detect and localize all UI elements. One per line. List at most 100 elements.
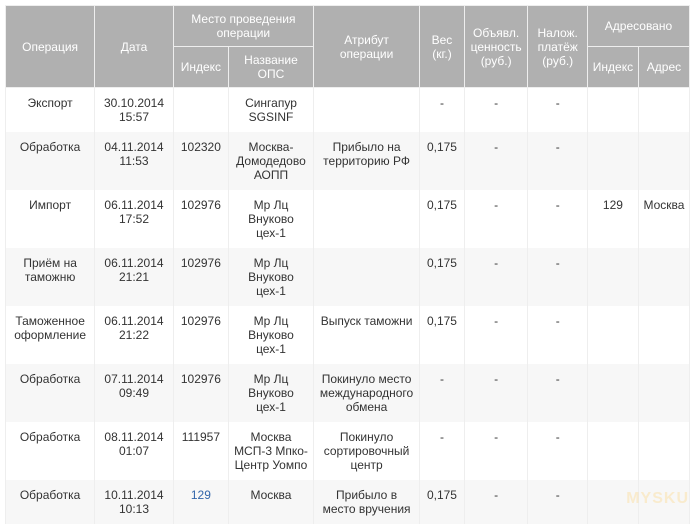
cell-operation: Обработка — [6, 364, 95, 422]
cell-ops: Сингапур SGSINF — [229, 88, 314, 133]
cell-ops: Москва МСП-3 Мпко-Центр Уомпо — [229, 422, 314, 480]
col-addressed-addr: Адрес — [638, 47, 689, 88]
cell-date: 06.11.2014 21:22 — [95, 306, 174, 364]
cell-date: 08.11.2014 01:07 — [95, 422, 174, 480]
col-declared: Объявл. ценность (руб.) — [464, 6, 528, 88]
table-header: Операция Дата Место проведения операции … — [6, 6, 690, 88]
cell-aaddr — [638, 306, 689, 364]
table-row: Экспорт30.10.2014 15:57Сингапур SGSINF--… — [6, 88, 690, 133]
cell-index: 102976 — [173, 364, 228, 422]
table-row: Обработка04.11.2014 11:53102320Москва-До… — [6, 132, 690, 190]
cell-ops: Москва-Домодедово АОПП — [229, 132, 314, 190]
cell-aaddr — [638, 480, 689, 524]
index-link[interactable]: 129 — [191, 488, 211, 502]
cell-cod: - — [528, 88, 587, 133]
cell-cod: - — [528, 132, 587, 190]
cell-cod: - — [528, 480, 587, 524]
col-weight: Вес (кг.) — [420, 6, 465, 88]
cell-ops: Мр Лц Внуково цех-1 — [229, 248, 314, 306]
cell-ops: Москва — [229, 480, 314, 524]
cell-attr — [313, 190, 419, 248]
cell-date: 06.11.2014 21:21 — [95, 248, 174, 306]
cell-cod: - — [528, 248, 587, 306]
cell-index: 111957 — [173, 422, 228, 480]
cell-ops: Мр Лц Внуково цех-1 — [229, 306, 314, 364]
cell-decl: - — [464, 88, 528, 133]
cell-attr — [313, 88, 419, 133]
col-addressed-group: Адресовано — [587, 6, 689, 47]
cell-weight: - — [420, 422, 465, 480]
cell-attr: Покинуло место международного обмена — [313, 364, 419, 422]
cell-index: 102320 — [173, 132, 228, 190]
cell-aidx — [587, 88, 638, 133]
cell-index: 102976 — [173, 248, 228, 306]
tracking-table: Операция Дата Место проведения операции … — [5, 5, 690, 524]
cell-cod: - — [528, 422, 587, 480]
cell-aidx — [587, 422, 638, 480]
cell-weight: 0,175 — [420, 190, 465, 248]
cell-aaddr — [638, 422, 689, 480]
cell-aaddr — [638, 132, 689, 190]
cell-weight: - — [420, 88, 465, 133]
cell-attr — [313, 248, 419, 306]
cell-index: 102976 — [173, 306, 228, 364]
cell-date: 04.11.2014 11:53 — [95, 132, 174, 190]
cell-aidx — [587, 248, 638, 306]
col-operation: Операция — [6, 6, 95, 88]
cell-weight: 0,175 — [420, 248, 465, 306]
cell-cod: - — [528, 306, 587, 364]
cell-aidx: 129 — [587, 190, 638, 248]
cell-attr: Прибыло в место вручения — [313, 480, 419, 524]
table-body: Экспорт30.10.2014 15:57Сингапур SGSINF--… — [6, 88, 690, 525]
cell-aaddr: Москва — [638, 190, 689, 248]
cell-weight: - — [420, 364, 465, 422]
col-addressed-index: Индекс — [587, 47, 638, 88]
table-row: Таможенное оформление06.11.2014 21:22102… — [6, 306, 690, 364]
cell-date: 30.10.2014 15:57 — [95, 88, 174, 133]
cell-ops: Мр Лц Внуково цех-1 — [229, 364, 314, 422]
cell-attr: Выпуск таможни — [313, 306, 419, 364]
cell-operation: Обработка — [6, 480, 95, 524]
cell-cod: - — [528, 364, 587, 422]
cell-cod: - — [528, 190, 587, 248]
cell-operation: Приём на таможню — [6, 248, 95, 306]
table-row: Приём на таможню06.11.2014 21:21102976Мр… — [6, 248, 690, 306]
cell-index — [173, 88, 228, 133]
cell-index: 102976 — [173, 190, 228, 248]
cell-aaddr — [638, 88, 689, 133]
col-location-ops: Название ОПС — [229, 47, 314, 88]
cell-attr: Покинуло сортировочный центр — [313, 422, 419, 480]
col-location-group: Место проведения операции — [173, 6, 313, 47]
table-row: Обработка07.11.2014 09:49102976Мр Лц Вну… — [6, 364, 690, 422]
cell-aaddr — [638, 248, 689, 306]
cell-decl: - — [464, 480, 528, 524]
cell-aidx — [587, 364, 638, 422]
cell-decl: - — [464, 132, 528, 190]
cell-aidx — [587, 480, 638, 524]
cell-decl: - — [464, 190, 528, 248]
cell-aidx — [587, 132, 638, 190]
cell-index: 129 — [173, 480, 228, 524]
cell-weight: 0,175 — [420, 132, 465, 190]
col-cod: Налож. платёж (руб.) — [528, 6, 587, 88]
cell-attr: Прибыло на территорию РФ — [313, 132, 419, 190]
col-attribute: Атрибут операции — [313, 6, 419, 88]
cell-operation: Обработка — [6, 422, 95, 480]
cell-ops: Мр Лц Внуково цех-1 — [229, 190, 314, 248]
cell-weight: 0,175 — [420, 306, 465, 364]
cell-aidx — [587, 306, 638, 364]
col-date: Дата — [95, 6, 174, 88]
cell-weight: 0,175 — [420, 480, 465, 524]
table-row: Обработка08.11.2014 01:07111957Москва МС… — [6, 422, 690, 480]
cell-decl: - — [464, 306, 528, 364]
cell-decl: - — [464, 364, 528, 422]
cell-operation: Импорт — [6, 190, 95, 248]
cell-decl: - — [464, 248, 528, 306]
cell-operation: Обработка — [6, 132, 95, 190]
cell-aaddr — [638, 364, 689, 422]
cell-date: 06.11.2014 17:52 — [95, 190, 174, 248]
cell-operation: Таможенное оформление — [6, 306, 95, 364]
cell-date: 07.11.2014 09:49 — [95, 364, 174, 422]
cell-date: 10.11.2014 10:13 — [95, 480, 174, 524]
col-location-index: Индекс — [173, 47, 228, 88]
